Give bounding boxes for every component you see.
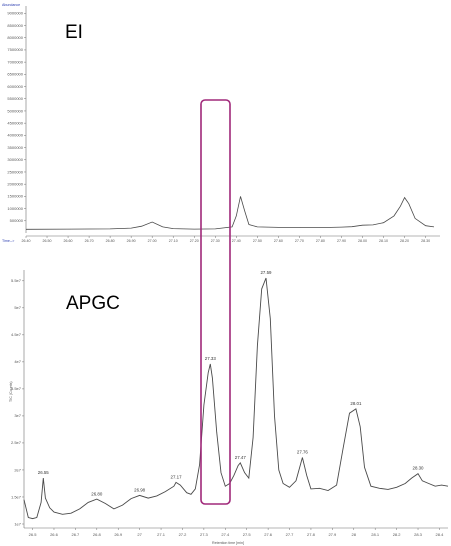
apgc-y-tick-label: 3.5e7 <box>11 386 22 391</box>
apgc-y-tick-label: 4.5e7 <box>11 332 22 337</box>
ei-y-axis-title: Abundance <box>2 3 20 7</box>
ei-trace <box>25 196 435 230</box>
apgc-x-tick-label: 27.6 <box>264 532 273 537</box>
apgc-peak-labels: 26.55 26.80 26.98 27.17 27.33 27.47 27.59 27.76… <box>38 270 424 497</box>
apgc-x-tick-label: 27.7 <box>286 532 295 537</box>
ei-x-tick-label: 26.70 <box>85 239 94 243</box>
ei-y-tick-label: 1500000 <box>7 194 23 199</box>
ei-y-tick-label: 9000000 <box>7 11 23 16</box>
ei-y-tick-label: 3500000 <box>7 145 23 150</box>
apgc-y-tick-label: 1.5e7 <box>11 494 22 499</box>
ei-x-tick-label: 26.90 <box>127 239 136 243</box>
apgc-trace <box>23 277 449 520</box>
ei-x-tick-label: 27.40 <box>232 239 241 243</box>
apgc-x-tick-label: 27.4 <box>221 532 230 537</box>
ei-x-tick-label: 28.00 <box>358 239 367 243</box>
ei-y-ticks: 500000 1000000 1500000 2000000 2500000 300000… <box>7 6 27 233</box>
ei-x-tick-label: 28.20 <box>400 239 409 243</box>
apgc-x-axis-title: Retention time [min] <box>212 541 244 545</box>
ei-y-tick-label: 7000000 <box>7 59 23 64</box>
ei-y-tick-label: 500000 <box>10 218 24 223</box>
ei-x-tick-label: 27.80 <box>316 239 325 243</box>
apgc-x-tick-label: 28.1 <box>371 532 380 537</box>
apgc-x-tick-label: 28.3 <box>414 532 423 537</box>
ei-panel-label: EI <box>65 22 83 43</box>
ei-y-tick-label: 5500000 <box>7 96 23 101</box>
ei-y-tick-label: 8500000 <box>7 23 23 28</box>
apgc-x-ticks: 26.5 26.6 26.7 26.8 26.9 27 27.1 27.2 27.3 27.4 27… <box>24 527 448 537</box>
apgc-x-tick-label: 27.9 <box>328 532 337 537</box>
apgc-panel-label: APGC <box>66 293 120 314</box>
ei-x-tick-label: 27.60 <box>274 239 283 243</box>
apgc-x-tick-label: 28 <box>352 532 357 537</box>
ei-x-tick-label: 26.80 <box>106 239 115 243</box>
apgc-peak-label: 27.59 <box>260 270 272 275</box>
ei-x-axis-title: Time--> <box>2 239 14 243</box>
apgc-peak-label: 27.47 <box>235 455 247 460</box>
apgc-x-tick-label: 27.3 <box>200 532 209 537</box>
apgc-x-tick-label: 26.6 <box>50 532 59 537</box>
ei-x-tick-label: 27.30 <box>211 239 220 243</box>
apgc-x-tick-label: 26.8 <box>93 532 102 537</box>
apgc-peak-label: 28.01 <box>350 401 362 406</box>
apgc-x-tick-label: 28.4 <box>436 532 445 537</box>
apgc-x-tick-label: 27.8 <box>307 532 316 537</box>
apgc-peak-label: 26.80 <box>91 492 103 497</box>
ei-x-tick-label: 26.50 <box>43 239 52 243</box>
apgc-x-tick-label: 27.1 <box>157 532 166 537</box>
ei-x-tick-label: 27.20 <box>190 239 199 243</box>
apgc-peak-label: 26.55 <box>38 470 50 475</box>
ei-x-tick-label: 28.30 <box>421 239 430 243</box>
apgc-peak-label: 27.76 <box>297 449 309 454</box>
apgc-x-tick-label: 26.7 <box>71 532 80 537</box>
apgc-x-tick-label: 27.5 <box>243 532 252 537</box>
apgc-x-tick-label: 28.2 <box>393 532 402 537</box>
apgc-y-tick-label: 5e7 <box>14 305 21 310</box>
ei-x-tick-label: 27.00 <box>148 239 157 243</box>
apgc-y-tick-label: 3e7 <box>14 413 21 418</box>
ei-x-tick-label: 27.10 <box>169 239 178 243</box>
apgc-peak-label: 27.33 <box>205 356 217 361</box>
highlight-box <box>200 99 231 505</box>
ei-y-tick-label: 3000000 <box>7 157 23 162</box>
apgc-y-tick-label: 1e7 <box>14 521 21 526</box>
ei-x-ticks: 26.40 26.50 26.60 26.70 26.80 26.90 27.00 27.10… <box>22 235 440 243</box>
apgc-y-tick-label: 5.5e7 <box>11 278 22 283</box>
apgc-y-tick-label: 2e7 <box>14 467 21 472</box>
apgc-y-axis-title: TIC (Counts) <box>9 381 13 402</box>
apgc-peak-label: 26.98 <box>134 487 146 492</box>
apgc-y-tick-label: 2.5e7 <box>11 440 22 445</box>
ei-y-tick-label: 6000000 <box>7 84 23 89</box>
ei-panel: Abundance 500000 1000000 1500000 2000000 250… <box>2 3 440 243</box>
ei-y-tick-label: 1000000 <box>7 206 23 211</box>
ei-y-tick-label: 8000000 <box>7 35 23 40</box>
apgc-peak-label: 28.30 <box>413 466 425 471</box>
apgc-x-tick-label: 27.2 <box>179 532 188 537</box>
apgc-x-tick-label: 26.9 <box>114 532 123 537</box>
ei-x-tick-label: 26.60 <box>64 239 73 243</box>
apgc-x-tick-label: 27 <box>137 532 142 537</box>
ei-x-tick-label: 27.70 <box>295 239 304 243</box>
apgc-peak-label: 27.17 <box>171 474 183 479</box>
ei-y-tick-label: 5000000 <box>7 108 23 113</box>
apgc-x-tick-label: 26.5 <box>29 532 38 537</box>
ei-y-tick-label: 2000000 <box>7 181 23 186</box>
ei-x-tick-label: 28.10 <box>379 239 388 243</box>
apgc-y-tick-label: 4e7 <box>14 359 21 364</box>
ei-x-tick-label: 27.50 <box>253 239 262 243</box>
ei-x-tick-label: 26.40 <box>22 239 31 243</box>
apgc-panel: 1e7 1.5e7 2e7 2.5e7 3e7 3.5e7 4e7 4.5e7 5e7 5.5e7… <box>9 270 449 545</box>
ei-y-tick-label: 6500000 <box>7 72 23 77</box>
ei-y-tick-label: 7500000 <box>7 47 23 52</box>
ei-x-tick-label: 27.90 <box>337 239 346 243</box>
ei-y-tick-label: 4500000 <box>7 120 23 125</box>
ei-y-tick-label: 4000000 <box>7 133 23 138</box>
apgc-y-ticks: 1e7 1.5e7 2e7 2.5e7 3e7 3.5e7 4e7 4.5e7 5e7 5.5e7 <box>11 270 25 528</box>
ei-y-tick-label: 2500000 <box>7 169 23 174</box>
